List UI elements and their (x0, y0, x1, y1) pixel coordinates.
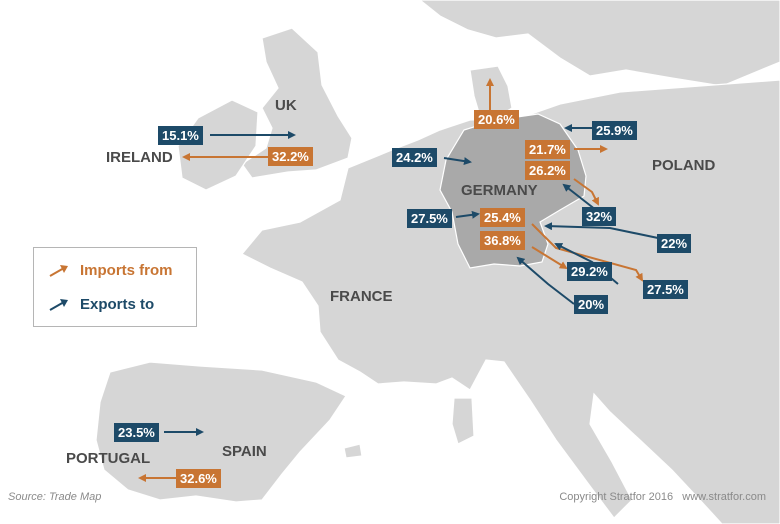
hungary-import-badge: 27.5% (643, 280, 688, 299)
country-label-spain: SPAIN (222, 443, 267, 460)
continent-shape (241, 79, 780, 524)
source-note: Source: Trade Map (8, 491, 102, 503)
legend-imports-label: Imports from (80, 262, 173, 279)
france-export-arrow (455, 210, 480, 219)
austria-import-badge: 25.4% (480, 208, 525, 227)
legend-exports-label: Exports to (80, 296, 155, 313)
czech-export-arrow (562, 183, 597, 211)
poland-import-badge: 21.7% (525, 140, 570, 159)
country-label-poland: POLAND (652, 157, 716, 174)
iberia-shape (95, 361, 347, 503)
blue-arrow-icon (49, 298, 68, 311)
spain-export-badge: 23.5% (114, 423, 159, 442)
country-label-portugal: PORTUGAL (66, 450, 151, 467)
slovenia-export-arrow (516, 256, 575, 305)
sardinia-shape (451, 397, 475, 445)
slovenia-export-badge: 20% (574, 295, 609, 314)
country-label-germany: GERMANY (461, 182, 538, 199)
poland-export-badge: 25.9% (592, 121, 637, 140)
legend: Imports from Exports to (33, 247, 197, 327)
austria-import-badge-2: 36.8% (480, 231, 525, 250)
slovakia-export-badge: 29.2% (567, 262, 612, 281)
balearic-shape (343, 443, 363, 459)
benelux-export-arrow (443, 157, 472, 166)
copyright-note: Copyright Stratfor 2016 www.stratfor.com (559, 491, 766, 503)
france-export-badge: 27.5% (407, 209, 452, 228)
country-label-france: FRANCE (330, 288, 393, 305)
benelux-export-badge: 24.2% (392, 148, 437, 167)
ireland-shape (177, 99, 259, 191)
czech-import-badge: 26.2% (525, 161, 570, 180)
great-britain-shape (241, 27, 353, 179)
country-label-uk: UK (275, 97, 297, 114)
uk-export-badge: 15.1% (158, 126, 203, 145)
hungary-import-arrow (531, 223, 644, 282)
ireland-import-badge: 32.2% (268, 147, 313, 166)
country-label-ireland: IRELAND (106, 149, 173, 166)
scandinavia-shape (419, 0, 780, 87)
portugal-import-badge: 32.6% (176, 469, 221, 488)
legend-exports: Exports to (48, 296, 154, 313)
legend-imports: Imports from (48, 262, 173, 279)
orange-arrow-icon (49, 264, 68, 277)
slovakia-import-arrow (531, 246, 568, 270)
hungary-export-arrow (544, 222, 659, 239)
czech-export-badge: 32% (582, 207, 617, 226)
czech-import-arrow (573, 178, 599, 206)
hungary-export-badge: 22% (657, 234, 692, 253)
denmark-import-badge: 20.6% (474, 110, 519, 129)
